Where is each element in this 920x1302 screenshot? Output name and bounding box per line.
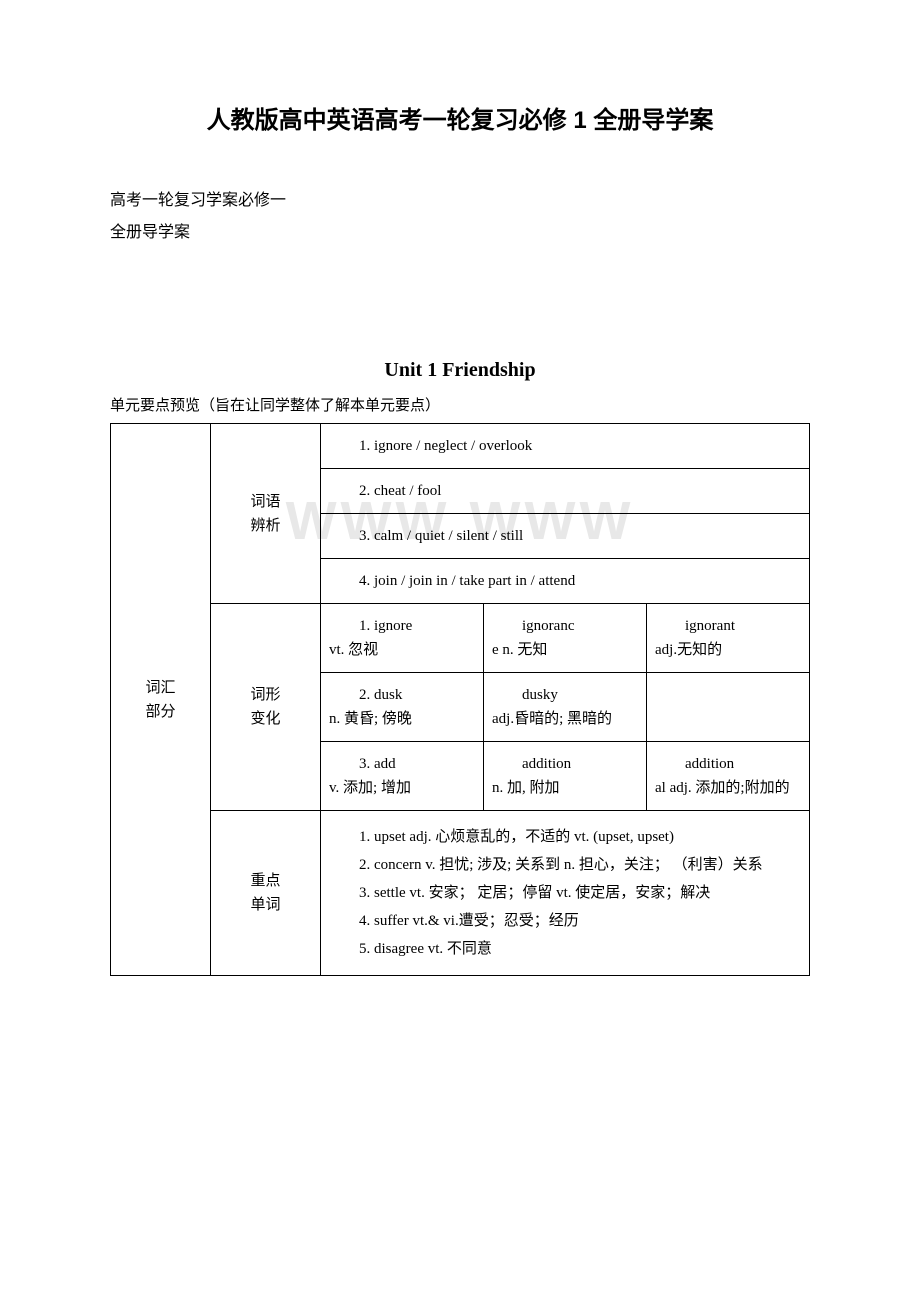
distinguish-item: 2. cheat / fool [321,469,810,514]
key-word-item: 4. suffer vt.& vi.遭受；忍受；经历 [329,909,801,933]
distinguish-item: 3. calm / quiet / silent / still [321,514,810,559]
key-word-item: 5. disagree vt. 不同意 [329,937,801,961]
key-word-item: 3. settle vt. 安家； 定居；停留 vt. 使定居，安家；解决 [329,881,801,905]
key-word-item: 2. concern v. 担忧; 涉及; 关系到 n. 担心，关注； （利害）… [329,853,801,877]
form-cell: ignorant adj.无知的 [647,604,810,673]
subtitle-line-2: 全册导学案 [110,217,810,249]
form-cell: dusky adj.昏暗的; 黑暗的 [484,673,647,742]
form-cell: 1. ignore vt. 忽视 [321,604,484,673]
form-cell: 2. dusk n. 黄昏; 傍晚 [321,673,484,742]
row-key-words-label: 重点 单词 [211,811,321,976]
distinguish-item: 1. ignore / neglect / overlook [321,424,810,469]
form-cell: addition al adj. 添加的;附加的 [647,742,810,811]
distinguish-item: 4. join / join in / take part in / atten… [321,559,810,604]
unit-heading: Unit 1 Friendship [110,359,810,382]
page-title: 人教版高中英语高考一轮复习必修 1 全册导学案 [110,100,810,135]
form-cell [647,673,810,742]
subtitle-block: 高考一轮复习学案必修一 全册导学案 [110,185,810,249]
key-words-cell: 1. upset adj. 心烦意乱的，不适的 vt. (upset, upse… [321,811,810,976]
row-word-form-label: 词形 变化 [211,604,321,811]
preview-text: 单元要点预览（旨在让同学整体了解本单元要点） [110,394,810,415]
table-row: 词汇 部分 词语 辨析 1. ignore / neglect / overlo… [111,424,810,469]
table-row: 重点 单词 1. upset adj. 心烦意乱的，不适的 vt. (upset… [111,811,810,976]
subtitle-line-1: 高考一轮复习学案必修一 [110,185,810,217]
form-cell: 3. add v. 添加; 增加 [321,742,484,811]
main-table: 词汇 部分 词语 辨析 1. ignore / neglect / overlo… [110,423,810,976]
key-word-item: 1. upset adj. 心烦意乱的，不适的 vt. (upset, upse… [329,825,801,849]
row-word-distinguish-label: 词语 辨析 [211,424,321,604]
form-cell: addition n. 加, 附加 [484,742,647,811]
table-row: 词形 变化 1. ignore vt. 忽视 ignoranc e n. 无知 … [111,604,810,673]
form-cell: ignoranc e n. 无知 [484,604,647,673]
section-vocab-label: 词汇 部分 [111,424,211,976]
